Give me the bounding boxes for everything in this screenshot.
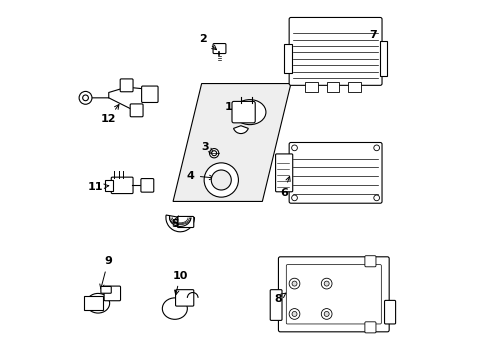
FancyBboxPatch shape (364, 256, 375, 267)
FancyBboxPatch shape (364, 322, 375, 333)
Circle shape (211, 170, 231, 190)
Bar (379, 41, 386, 76)
Circle shape (203, 163, 238, 197)
Circle shape (291, 281, 296, 286)
Bar (347, 82, 360, 93)
FancyBboxPatch shape (175, 290, 193, 306)
FancyBboxPatch shape (213, 44, 225, 54)
Polygon shape (173, 84, 290, 202)
Ellipse shape (233, 100, 265, 125)
Text: 2: 2 (199, 34, 216, 50)
FancyBboxPatch shape (288, 18, 381, 85)
Text: 11: 11 (87, 182, 108, 192)
Bar (283, 44, 291, 73)
Circle shape (288, 309, 299, 319)
Text: 12: 12 (100, 104, 119, 124)
Circle shape (288, 278, 299, 289)
FancyBboxPatch shape (130, 104, 143, 117)
Bar (105, 180, 113, 191)
Text: 1: 1 (224, 102, 237, 112)
Circle shape (373, 145, 379, 151)
Wedge shape (233, 126, 248, 134)
Text: 6: 6 (279, 176, 289, 198)
Ellipse shape (86, 293, 109, 313)
FancyBboxPatch shape (101, 287, 111, 293)
Circle shape (209, 149, 218, 158)
Circle shape (324, 281, 328, 286)
Circle shape (82, 95, 88, 101)
Circle shape (291, 311, 296, 316)
Circle shape (291, 145, 297, 151)
Circle shape (324, 311, 328, 316)
FancyBboxPatch shape (120, 79, 133, 92)
Text: 7: 7 (368, 30, 376, 40)
FancyBboxPatch shape (384, 300, 395, 324)
Circle shape (79, 91, 92, 104)
FancyBboxPatch shape (141, 179, 153, 192)
FancyBboxPatch shape (104, 286, 121, 301)
Circle shape (291, 195, 297, 201)
FancyBboxPatch shape (142, 86, 158, 103)
Text: 5: 5 (171, 216, 178, 229)
Ellipse shape (162, 298, 187, 319)
FancyBboxPatch shape (231, 102, 255, 123)
FancyBboxPatch shape (288, 143, 381, 203)
Circle shape (373, 195, 379, 201)
Text: 10: 10 (172, 271, 187, 295)
Wedge shape (165, 215, 194, 232)
FancyBboxPatch shape (275, 154, 292, 192)
Text: 8: 8 (274, 293, 285, 303)
Text: 3: 3 (201, 142, 214, 153)
Circle shape (321, 278, 331, 289)
Text: 9: 9 (100, 256, 112, 289)
Bar (305, 82, 317, 93)
FancyBboxPatch shape (177, 216, 193, 228)
FancyBboxPatch shape (111, 177, 133, 194)
Bar (83, 296, 103, 310)
FancyBboxPatch shape (278, 257, 388, 332)
Circle shape (321, 309, 331, 319)
Circle shape (211, 151, 216, 156)
FancyBboxPatch shape (270, 290, 282, 320)
Text: 4: 4 (186, 171, 213, 181)
Bar (326, 82, 339, 93)
FancyBboxPatch shape (285, 265, 381, 324)
